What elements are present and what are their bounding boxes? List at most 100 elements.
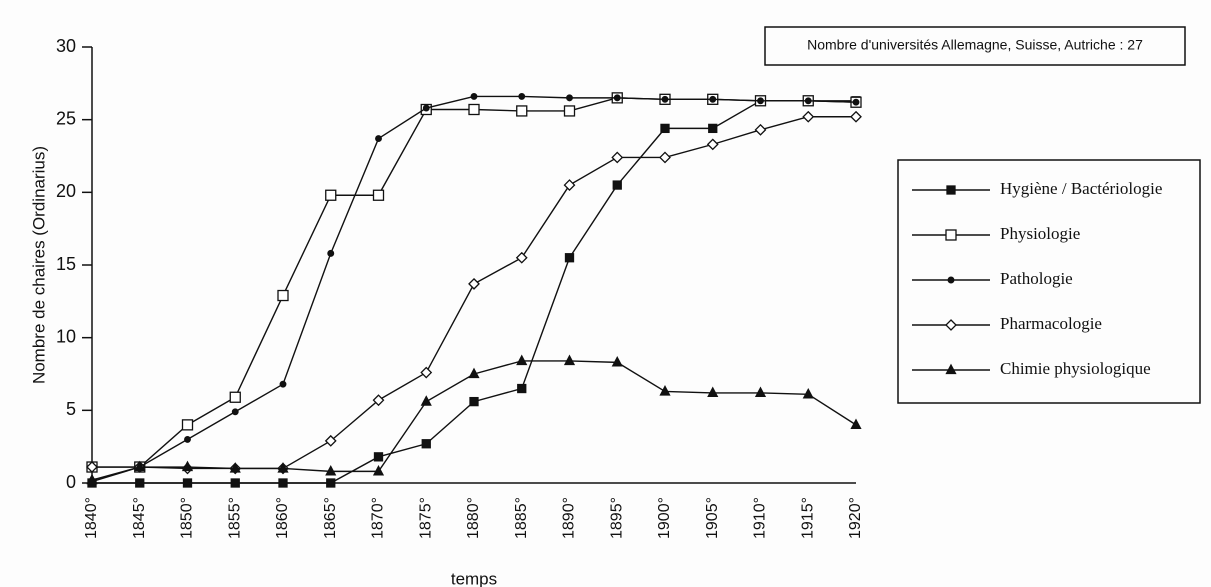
x-tick-label: 1890° [561,497,578,539]
annotation: Nombre d'universités Allemagne, Suisse, … [807,37,1143,53]
x-tick-label: 1885° [513,497,530,539]
point [277,289,289,302]
point [375,135,382,143]
x-tick-label: 1915° [799,497,816,539]
point [181,419,194,431]
point [134,460,146,472]
point [706,138,719,151]
point [86,461,98,473]
point [563,105,576,117]
annotation-box [764,26,1186,66]
point [326,478,336,488]
point [708,123,718,134]
point [279,380,287,388]
x-tick-label: 1840° [83,497,100,539]
point [181,460,194,472]
point [517,383,527,394]
point [515,251,528,264]
x-tick-label: 1870° [370,497,387,539]
point [612,180,622,190]
point [661,95,669,103]
point [372,189,385,201]
legend-label: Hygiène / Bactériologie [1000,179,1162,198]
point [469,396,479,407]
y-tick-label: 30 [56,36,76,56]
point [420,395,432,406]
point [470,92,478,100]
point [468,367,480,379]
y-tick-label: 10 [56,326,76,346]
point [231,408,239,416]
legend-marker [945,229,957,241]
point [373,452,384,462]
legend-label: Chimie physiologique [1000,359,1151,378]
point [86,473,98,485]
legend-marker [945,319,957,331]
point [327,249,335,257]
legend-label: Pharmacologie [1000,314,1102,333]
point [229,391,241,403]
x-tick-label: 1850° [179,497,196,539]
x-tick-label: 1910° [752,497,769,539]
point [566,94,573,102]
point [325,464,337,476]
y-tick-label: 5 [66,399,76,419]
point [563,354,576,366]
point [563,179,576,191]
point [852,98,860,106]
y-tick-label: 25 [56,108,76,128]
point [277,462,289,473]
y-tick-label: 20 [56,181,76,201]
point [135,478,145,488]
point [611,151,624,164]
point [278,478,288,488]
point [707,386,719,398]
point [660,123,670,134]
point [850,418,862,430]
legend-label: Physiologie [1000,224,1080,243]
point [802,387,814,399]
point [754,123,767,136]
x-tick-label: 1855° [226,497,243,539]
point [802,110,815,123]
point [422,104,430,112]
point [709,95,717,103]
point [468,103,480,116]
legend-box [897,159,1201,404]
point [659,385,671,396]
x-tick-label: 1895° [608,497,625,539]
point [372,464,385,476]
legend-marker [946,185,956,195]
x-axis-label: temps [451,569,497,587]
point [372,394,385,407]
x-tick-label: 1905° [704,497,721,539]
point [850,110,862,123]
x-tick-label: 1900° [656,497,673,539]
point [516,354,528,366]
point [757,97,764,105]
point [613,94,621,102]
x-tick-label: 1865° [322,497,339,539]
point [611,355,623,367]
y-tick-label: 15 [56,254,76,274]
legend-label: Pathologie [1000,269,1073,288]
legend-marker [947,276,955,284]
y-tick-label: 0 [66,472,76,492]
point [184,435,191,443]
x-tick-label: 1845° [131,497,148,539]
point [421,439,431,449]
x-tick-label: 1860° [274,497,291,539]
point [518,92,526,100]
legend-marker [945,363,957,375]
point [516,105,528,117]
point [804,97,812,105]
point [659,151,671,164]
point [754,386,767,398]
point [182,478,193,488]
point [420,366,433,379]
x-tick-label: 1875° [417,497,434,539]
y-axis-label: Nombre de chaires (Ordinarius) [29,146,48,384]
x-tick-label: 1920° [847,497,864,539]
point [229,462,241,473]
